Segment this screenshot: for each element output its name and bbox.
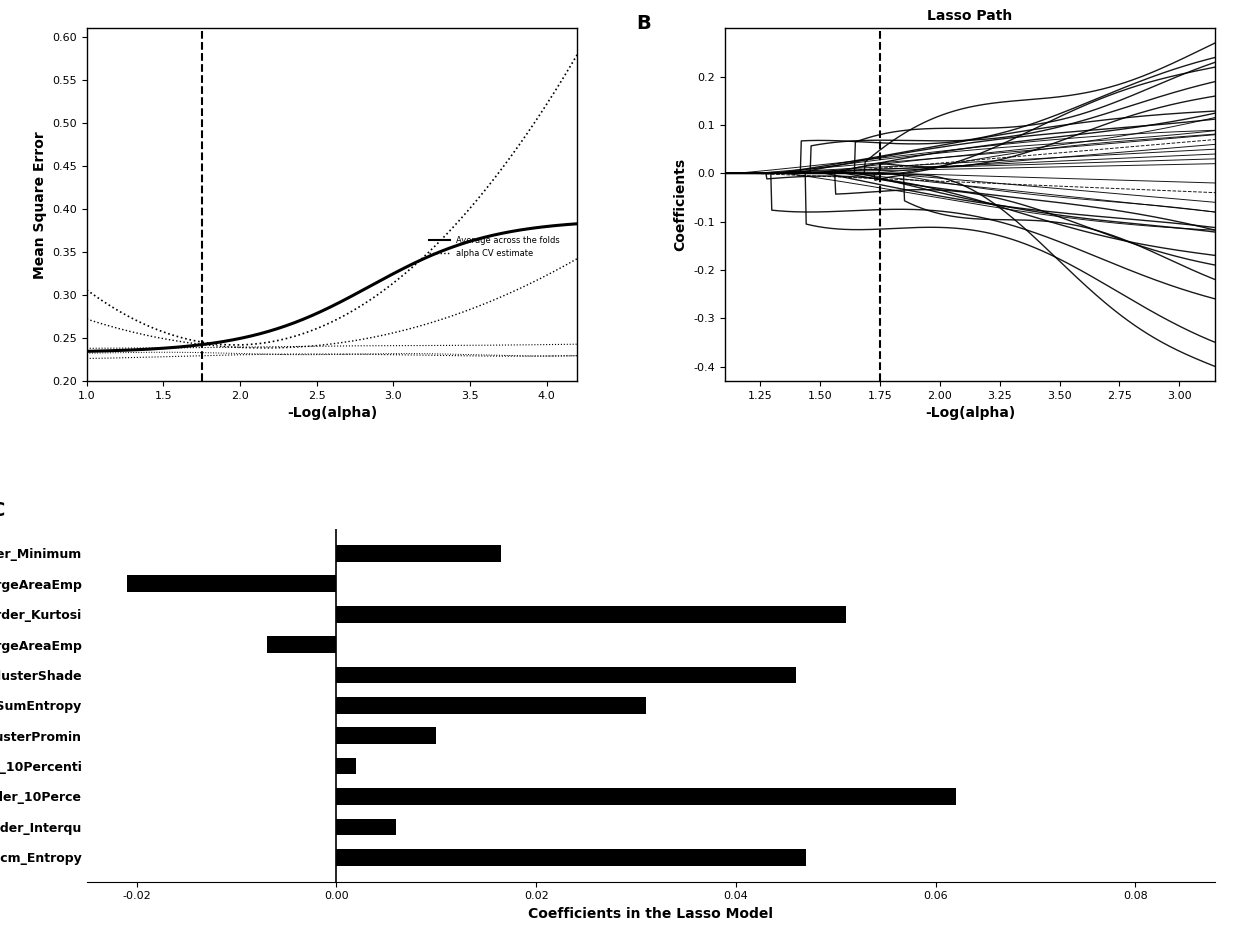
X-axis label: Coefficients in the Lasso Model: Coefficients in the Lasso Model xyxy=(528,907,774,921)
Legend: Average across the folds, alpha CV estimate: Average across the folds, alpha CV estim… xyxy=(425,232,563,262)
Bar xyxy=(336,788,956,805)
Y-axis label: Coefficients: Coefficients xyxy=(673,158,687,251)
Bar xyxy=(336,666,796,684)
Bar xyxy=(336,545,501,562)
Bar xyxy=(336,848,806,866)
Bar xyxy=(336,727,436,744)
Bar xyxy=(267,636,336,653)
X-axis label: -Log(alpha): -Log(alpha) xyxy=(925,407,1016,420)
Bar xyxy=(126,575,336,592)
Bar xyxy=(336,757,356,775)
Bar xyxy=(336,697,646,714)
Bar xyxy=(336,818,397,835)
Text: C: C xyxy=(0,501,5,520)
X-axis label: -Log(alpha): -Log(alpha) xyxy=(286,407,377,420)
Bar xyxy=(336,606,846,623)
Title: Lasso Path: Lasso Path xyxy=(928,9,1013,23)
Text: B: B xyxy=(636,14,651,33)
Y-axis label: Mean Square Error: Mean Square Error xyxy=(32,131,47,279)
